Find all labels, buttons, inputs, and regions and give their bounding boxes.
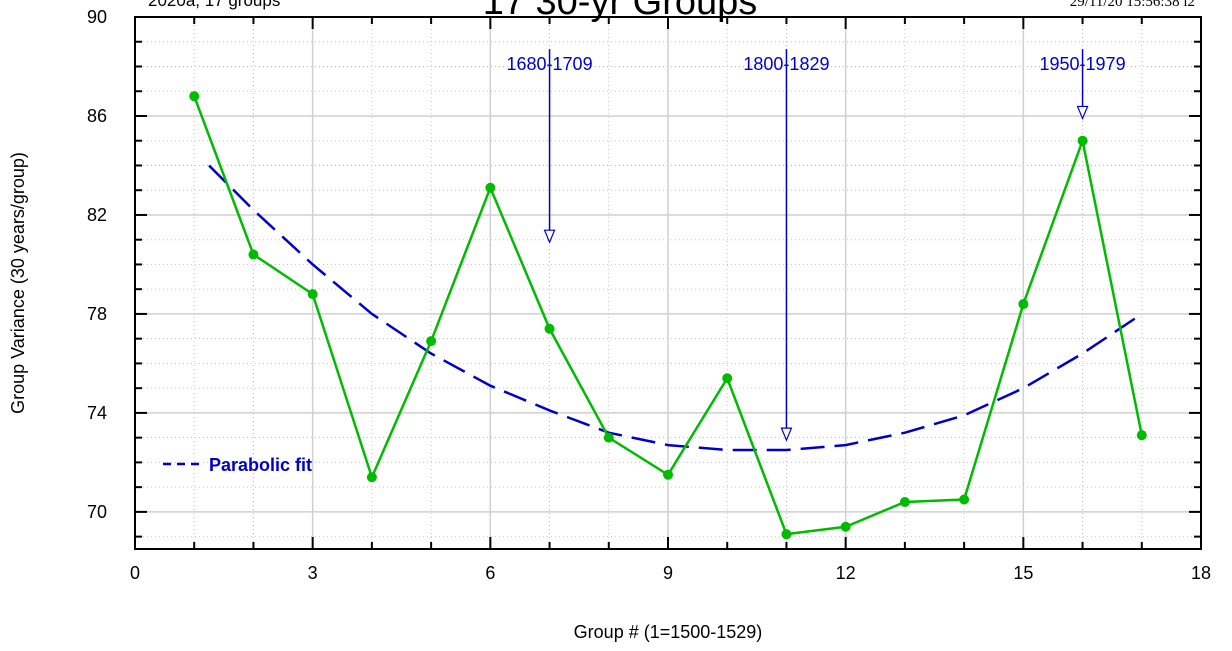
group-variance-point — [840, 521, 851, 532]
chart-title: 17 30-yr Groups — [483, 0, 758, 23]
group-variance-point — [485, 182, 496, 193]
y-tick-label: 82 — [87, 205, 107, 225]
x-tick-label: 15 — [1013, 563, 1033, 583]
annotation-arrow-head — [543, 229, 556, 244]
y-tick-label: 70 — [87, 502, 107, 522]
group-variance-point — [1018, 299, 1029, 310]
y-tick-label: 78 — [87, 304, 107, 324]
tick-labels: 0 3 6 9 12 15 18 70 74 78 82 86 90 — [87, 7, 1211, 583]
group-variance-point — [544, 323, 555, 334]
group-variance-point — [663, 469, 673, 480]
group-variance-point — [307, 289, 318, 300]
x-tick-label: 18 — [1191, 563, 1211, 583]
group-variance-point — [426, 336, 437, 347]
parabolic-fit-line — [208, 164, 1143, 452]
legend: Parabolic fit — [163, 455, 312, 475]
x-tick-label: 9 — [663, 563, 673, 583]
annotations-layer: 1680-1709 1800-1829 1950-1979 — [507, 49, 1126, 442]
x-tick-label: 3 — [308, 563, 318, 583]
annotation-arrow-head — [1076, 105, 1089, 121]
group-variance-point — [781, 529, 792, 540]
group-variance-point — [248, 249, 259, 260]
y-tick-label: 74 — [87, 403, 107, 423]
group-variance-point — [959, 494, 970, 505]
x-tick-label: 6 — [485, 563, 495, 583]
group-variance-point — [603, 432, 614, 443]
x-tick-label: 0 — [130, 563, 140, 583]
y-axis-label: Group Variance (30 years/group) — [8, 152, 28, 414]
y-tick-label: 86 — [87, 106, 107, 126]
grid-lines — [134, 16, 1202, 549]
y-tick-label: 90 — [87, 7, 107, 27]
group-variance-point — [722, 373, 733, 384]
header-right-text: 29/11/20 15:56:38 i2 — [1070, 0, 1195, 10]
legend-label-parabolic-fit: Parabolic fit — [209, 455, 312, 475]
group-variance-point — [1136, 430, 1147, 441]
group-variance-point — [366, 472, 377, 483]
series-layer — [189, 91, 1147, 540]
header-left-text: 2020a, 17 groups — [148, 0, 280, 10]
group-variance-point — [189, 91, 200, 102]
x-tick-label: 12 — [836, 563, 856, 583]
x-axis-label: Group # (1=1500-1529) — [574, 622, 763, 642]
axis-ticks — [134, 16, 1202, 549]
group-variance-point — [899, 496, 910, 507]
annotation-arrow-head — [780, 427, 793, 442]
group-variance-point — [1077, 135, 1088, 146]
